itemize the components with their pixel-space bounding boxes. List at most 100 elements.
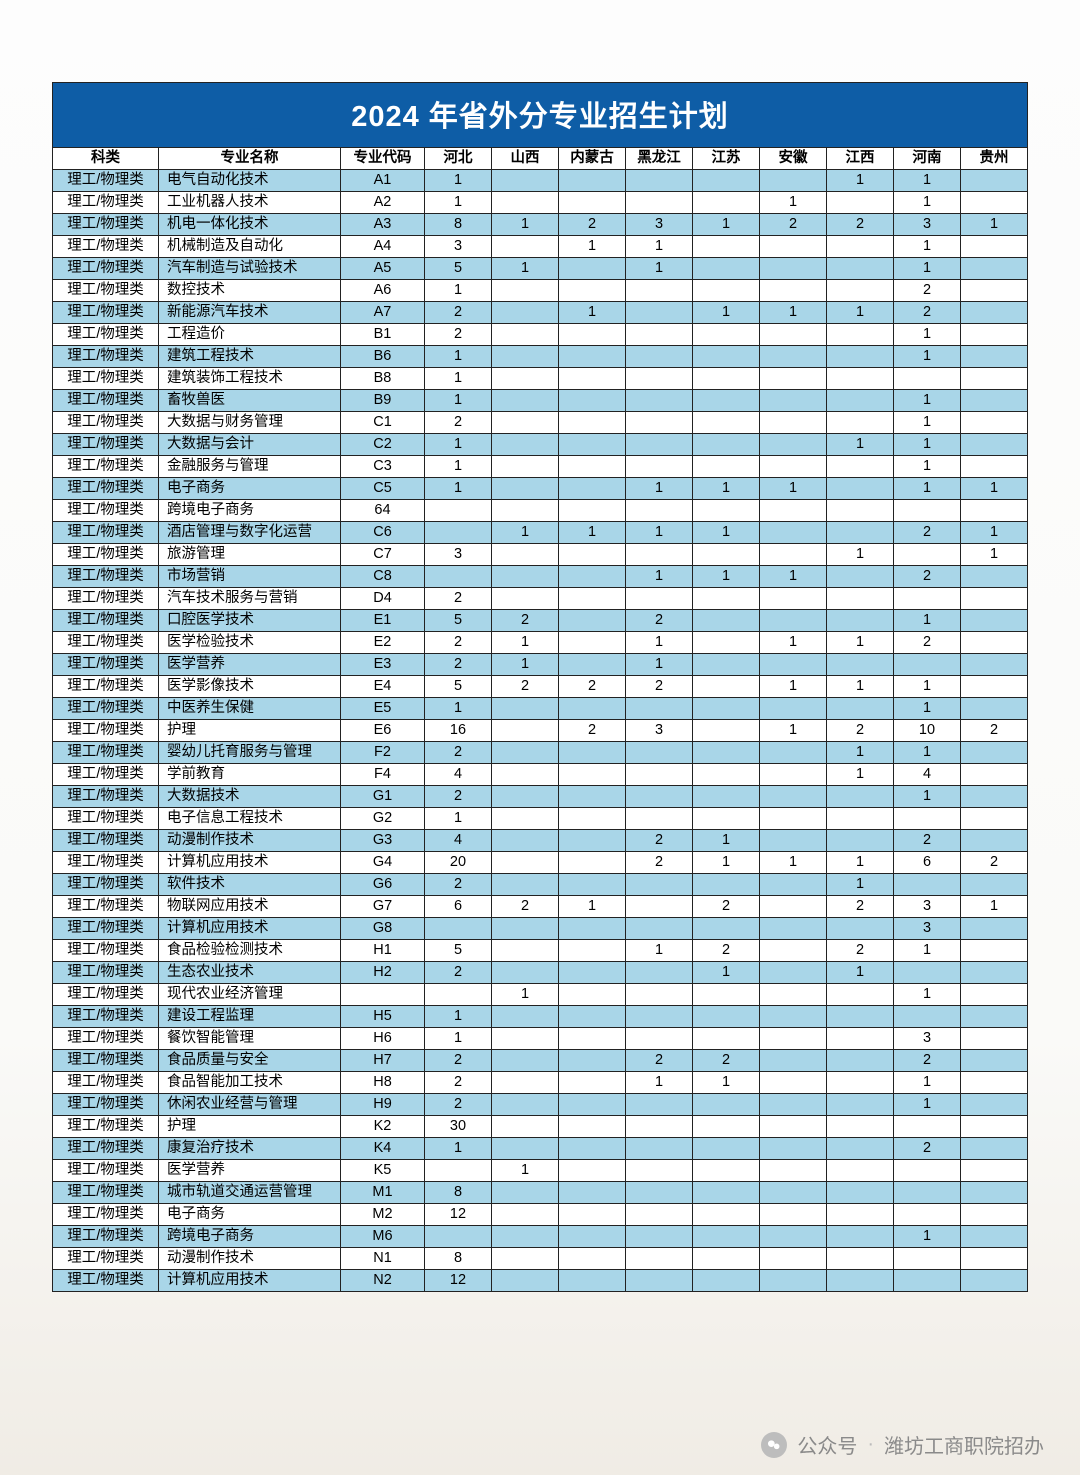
cell-value: [492, 566, 559, 588]
cell-value: [626, 1182, 693, 1204]
cell-value: 1: [894, 346, 961, 368]
col-major: 专业名称: [159, 148, 341, 170]
cell-value: 1: [760, 566, 827, 588]
cell-value: [827, 500, 894, 522]
cell-value: 2: [425, 874, 492, 896]
cell-value: [559, 940, 626, 962]
cell-value: 1: [961, 544, 1028, 566]
cell-value: [760, 1072, 827, 1094]
cell-value: [894, 1270, 961, 1292]
cell-major: 休闲农业经营与管理: [159, 1094, 341, 1116]
cell-value: [693, 346, 760, 368]
cell-code: E4: [341, 676, 425, 698]
cell-category: 理工/物理类: [53, 566, 159, 588]
cell-value: 1: [894, 786, 961, 808]
cell-value: 1: [559, 896, 626, 918]
cell-category: 理工/物理类: [53, 698, 159, 720]
cell-code: H8: [341, 1072, 425, 1094]
cell-value: 1: [894, 170, 961, 192]
cell-value: [894, 544, 961, 566]
cell-code: E2: [341, 632, 425, 654]
cell-value: [693, 654, 760, 676]
cell-value: 2: [894, 566, 961, 588]
cell-value: [425, 566, 492, 588]
cell-value: 1: [894, 1072, 961, 1094]
cell-value: [492, 1028, 559, 1050]
cell-value: [693, 632, 760, 654]
cell-major: 动漫制作技术: [159, 830, 341, 852]
cell-value: [626, 1270, 693, 1292]
cell-value: [827, 1050, 894, 1072]
cell-major: 口腔医学技术: [159, 610, 341, 632]
page-container: 2024 年省外分专业招生计划 科类 专业名称 专业代码 河北 山西 内蒙古 黑…: [0, 0, 1080, 1475]
cell-value: [559, 786, 626, 808]
cell-category: 理工/物理类: [53, 1072, 159, 1094]
cell-value: [559, 1072, 626, 1094]
cell-value: [693, 808, 760, 830]
cell-value: 2: [827, 720, 894, 742]
table-row: 理工/物理类计算机应用技术N212: [53, 1270, 1028, 1292]
cell-value: 6: [425, 896, 492, 918]
cell-value: 1: [492, 984, 559, 1006]
cell-value: [693, 1116, 760, 1138]
enrollment-table: 科类 专业名称 专业代码 河北 山西 内蒙古 黑龙江 江苏 安徽 江西 河南 贵…: [52, 147, 1028, 1292]
col-category: 科类: [53, 148, 159, 170]
cell-value: 1: [894, 478, 961, 500]
cell-value: [492, 368, 559, 390]
cell-value: 1: [827, 302, 894, 324]
cell-value: [827, 1248, 894, 1270]
cell-major: 食品质量与安全: [159, 1050, 341, 1072]
cell-value: [827, 698, 894, 720]
cell-value: 1: [827, 874, 894, 896]
cell-value: [760, 940, 827, 962]
cell-code: K2: [341, 1116, 425, 1138]
cell-value: [961, 1204, 1028, 1226]
cell-value: 1: [626, 522, 693, 544]
cell-value: [827, 192, 894, 214]
cell-value: 1: [827, 742, 894, 764]
cell-value: 1: [693, 962, 760, 984]
cell-value: [492, 852, 559, 874]
cell-code: B1: [341, 324, 425, 346]
cell-value: [961, 1226, 1028, 1248]
cell-value: 2: [559, 214, 626, 236]
cell-value: [693, 874, 760, 896]
cell-category: 理工/物理类: [53, 940, 159, 962]
table-row: 理工/物理类市场营销C81112: [53, 566, 1028, 588]
table-row: 理工/物理类电气自动化技术A1111: [53, 170, 1028, 192]
cell-value: 2: [626, 852, 693, 874]
cell-value: [693, 390, 760, 412]
cell-value: [760, 830, 827, 852]
cell-value: [760, 500, 827, 522]
cell-value: [492, 192, 559, 214]
cell-value: [559, 654, 626, 676]
cell-major: 跨境电子商务: [159, 500, 341, 522]
cell-category: 理工/物理类: [53, 654, 159, 676]
cell-value: [559, 258, 626, 280]
cell-major: 城市轨道交通运营管理: [159, 1182, 341, 1204]
cell-code: 64: [341, 500, 425, 522]
cell-value: 1: [894, 434, 961, 456]
cell-value: 1: [425, 346, 492, 368]
cell-value: [559, 852, 626, 874]
cell-value: [626, 170, 693, 192]
cell-value: [693, 434, 760, 456]
cell-value: [894, 1248, 961, 1270]
cell-value: 1: [961, 896, 1028, 918]
cell-value: [425, 522, 492, 544]
cell-value: 1: [961, 478, 1028, 500]
cell-value: [961, 346, 1028, 368]
table-row: 理工/物理类大数据技术G121: [53, 786, 1028, 808]
cell-value: [894, 1182, 961, 1204]
table-row: 理工/物理类动漫制作技术N18: [53, 1248, 1028, 1270]
cell-category: 理工/物理类: [53, 368, 159, 390]
cell-value: [894, 962, 961, 984]
cell-value: [961, 808, 1028, 830]
table-row: 理工/物理类工程造价B121: [53, 324, 1028, 346]
cell-value: 1: [626, 236, 693, 258]
cell-value: [961, 412, 1028, 434]
cell-value: 2: [492, 896, 559, 918]
cell-value: [760, 324, 827, 346]
cell-value: [425, 984, 492, 1006]
table-row: 理工/物理类食品质量与安全H72222: [53, 1050, 1028, 1072]
